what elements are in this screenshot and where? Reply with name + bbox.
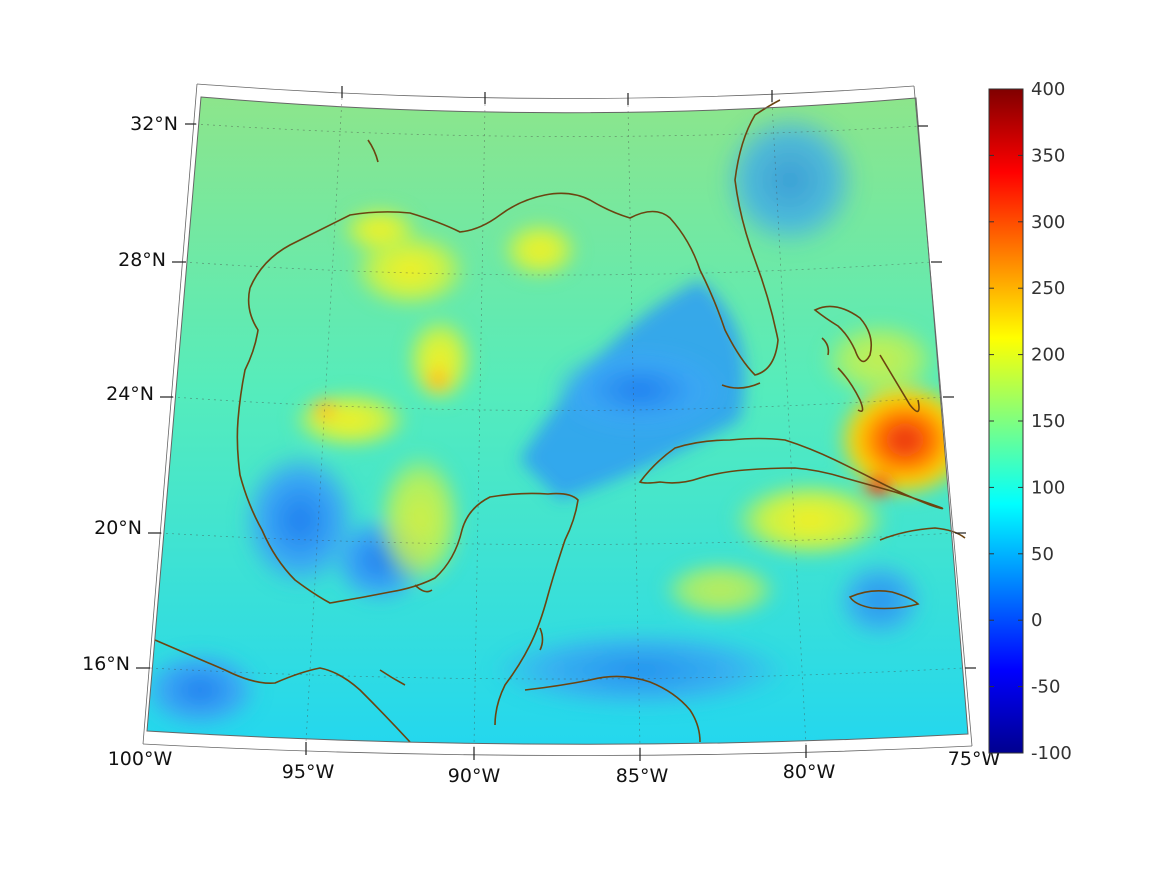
colorbar-gradient (988, 88, 1024, 754)
lon-label-75: 75°W (948, 748, 1001, 770)
map-frame (142, 83, 973, 756)
colorbar-tick-label: -100 (1031, 743, 1072, 764)
lat-label-16: 16°N (82, 653, 130, 675)
colorbar-tick-label: 100 (1031, 477, 1065, 498)
frame-ticks (136, 86, 976, 761)
lat-label-20: 20°N (94, 517, 142, 539)
graticule (149, 97, 965, 749)
lat-label-28: 28°N (118, 249, 166, 271)
data-field (147, 97, 968, 745)
colorbar-tick-label: 0 (1031, 610, 1042, 631)
colorbar-tick-label: 200 (1031, 345, 1065, 366)
colorbar: 400 350 300 250 200 150 100 50 0 -50 -100 (988, 79, 1072, 764)
lat-label-24: 24°N (106, 383, 154, 405)
lon-label-80: 80°W (783, 761, 836, 783)
lon-label-95: 95°W (282, 761, 335, 783)
lon-label-85: 85°W (616, 765, 669, 787)
lon-label-100: 100°W (108, 748, 173, 770)
colorbar-tick-label: 350 (1031, 145, 1065, 166)
colorbar-tick-label: -50 (1031, 677, 1060, 698)
colorbar-tick-label: 300 (1031, 212, 1065, 233)
lat-label-32: 32°N (130, 113, 178, 135)
colorbar-tick-label: 150 (1031, 411, 1065, 432)
coastlines (154, 99, 966, 743)
colorbar-tick-label: 250 (1031, 278, 1065, 299)
colorbar-tick-label: 50 (1031, 544, 1054, 565)
colorbar-tick-label: 400 (1031, 79, 1065, 100)
lon-label-90: 90°W (448, 765, 501, 787)
